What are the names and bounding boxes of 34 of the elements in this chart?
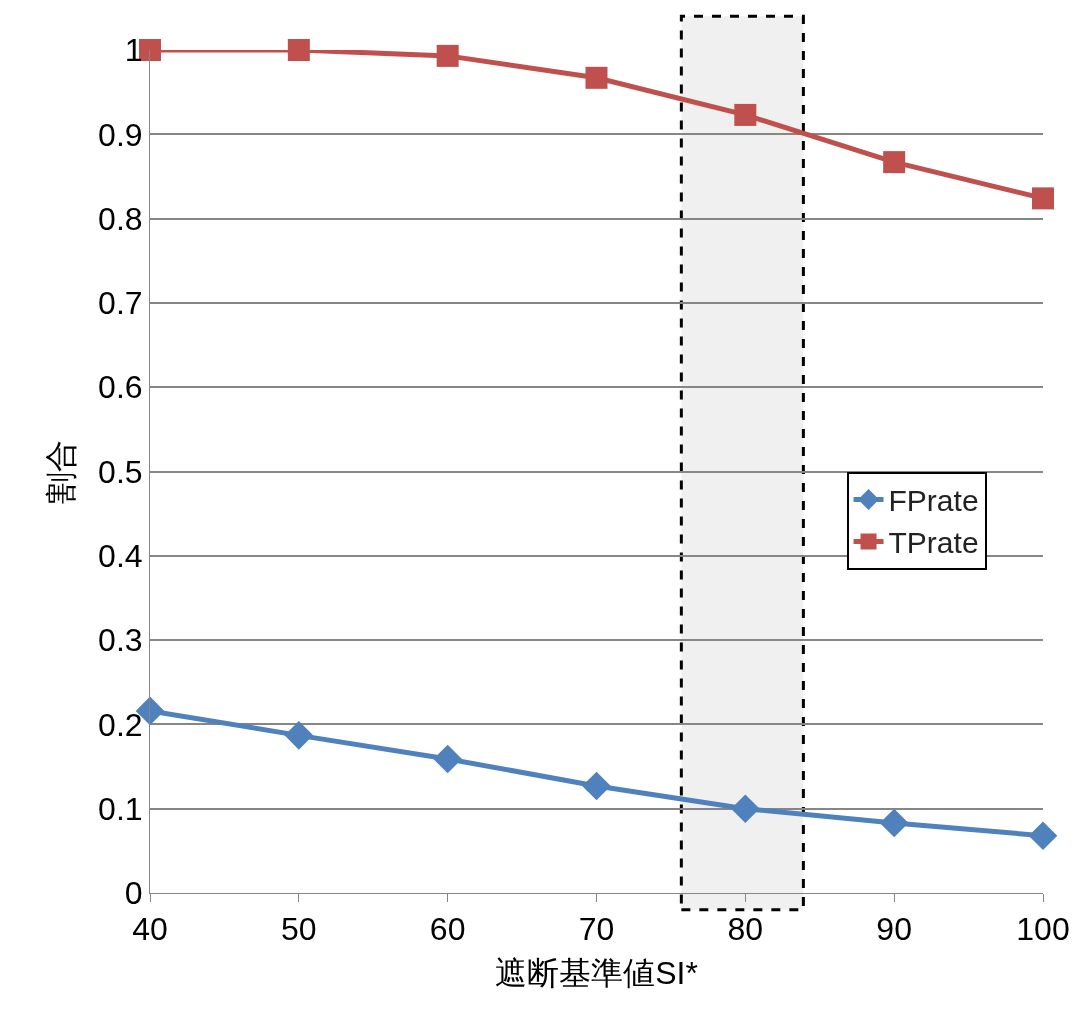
y-tick-label: 0.4 xyxy=(98,538,143,574)
point xyxy=(879,808,909,838)
y-tick-label: 0.9 xyxy=(98,116,143,153)
x-tick-label: 100 xyxy=(1016,911,1070,948)
point xyxy=(1032,187,1054,210)
y-tick-label: 0.3 xyxy=(98,622,143,659)
point xyxy=(731,794,760,823)
point xyxy=(734,103,757,126)
y-tick-label: 0.8 xyxy=(98,200,143,237)
x-tick-label: 70 xyxy=(578,911,615,948)
x-tick-label: 90 xyxy=(876,911,912,948)
x-tick-label: 60 xyxy=(429,911,466,948)
point xyxy=(433,744,462,774)
point xyxy=(139,39,161,61)
point xyxy=(287,39,310,61)
y-tick-label: 0.1 xyxy=(98,790,143,827)
y-axis-title: 割合 xyxy=(43,439,80,504)
point xyxy=(436,44,459,67)
y-tick-label: 0.7 xyxy=(98,285,143,322)
y-tick-label: 0.2 xyxy=(98,706,143,743)
x-axis-title: 遮断基準値SI* xyxy=(495,955,698,992)
legend-label: FPrate xyxy=(888,484,979,518)
x-tick-label: 80 xyxy=(727,911,764,948)
x-tick-label: 40 xyxy=(132,911,168,948)
y-tick-label: 0 xyxy=(124,875,143,912)
legend-label: TPrate xyxy=(888,526,979,560)
point xyxy=(585,66,608,89)
point xyxy=(582,771,611,801)
y-tick-label: 0.6 xyxy=(98,369,143,406)
point xyxy=(1028,821,1058,850)
point xyxy=(883,151,906,174)
y-tick-label: 0.5 xyxy=(98,453,143,490)
point xyxy=(284,721,314,750)
x-tick-label: 50 xyxy=(281,911,317,948)
